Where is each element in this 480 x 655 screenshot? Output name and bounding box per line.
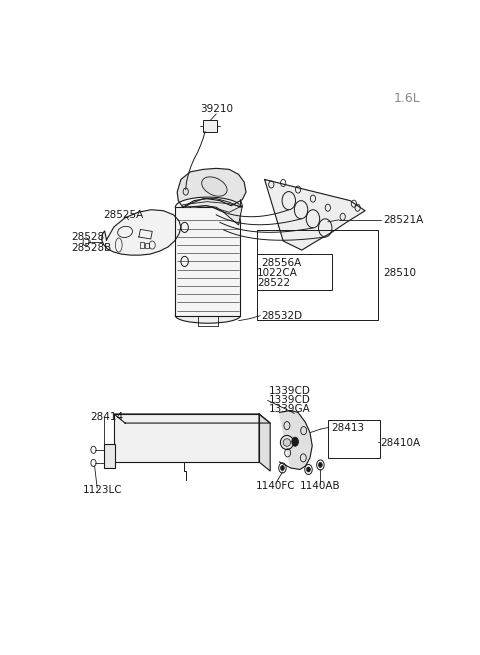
Bar [140,242,144,248]
Circle shape [307,467,311,472]
Bar [175,207,240,316]
Polygon shape [102,210,181,255]
Polygon shape [279,411,312,470]
Text: 28521A: 28521A [384,215,424,225]
Text: 28510: 28510 [384,268,417,278]
Polygon shape [114,414,270,423]
Circle shape [292,437,299,446]
Text: 28410A: 28410A [380,438,420,448]
Text: 28528: 28528 [71,233,104,242]
Bar [104,443,115,468]
Text: 1339GA: 1339GA [268,404,310,415]
Polygon shape [259,414,270,471]
Text: 28413: 28413 [332,422,365,432]
Circle shape [319,462,322,468]
Text: 1.6L: 1.6L [394,92,421,105]
Polygon shape [177,168,246,207]
Text: 28414: 28414 [90,411,123,422]
Polygon shape [185,198,242,225]
Text: 1140FC: 1140FC [256,481,296,491]
Text: 1140AB: 1140AB [300,481,341,491]
Text: 28528B: 28528B [71,242,111,253]
Ellipse shape [280,436,293,449]
Text: 1022CA: 1022CA [257,268,298,278]
Bar [203,121,217,132]
Ellipse shape [202,177,227,196]
Text: 28532D: 28532D [261,310,302,321]
Bar [328,420,380,458]
Bar [145,242,149,248]
Ellipse shape [283,439,291,446]
Ellipse shape [175,308,240,323]
Text: 28522: 28522 [257,278,290,288]
Text: 28556A: 28556A [261,257,301,268]
Bar [257,230,378,320]
Text: 1339CD: 1339CD [268,386,310,396]
Text: 1123LC: 1123LC [83,485,122,495]
Bar [257,254,332,290]
Text: 1339CD: 1339CD [268,396,310,405]
Polygon shape [264,179,365,250]
Polygon shape [114,414,259,462]
Ellipse shape [175,197,240,217]
Circle shape [281,466,284,470]
Text: 39210: 39210 [200,104,233,114]
Text: 28525A: 28525A [103,210,143,220]
